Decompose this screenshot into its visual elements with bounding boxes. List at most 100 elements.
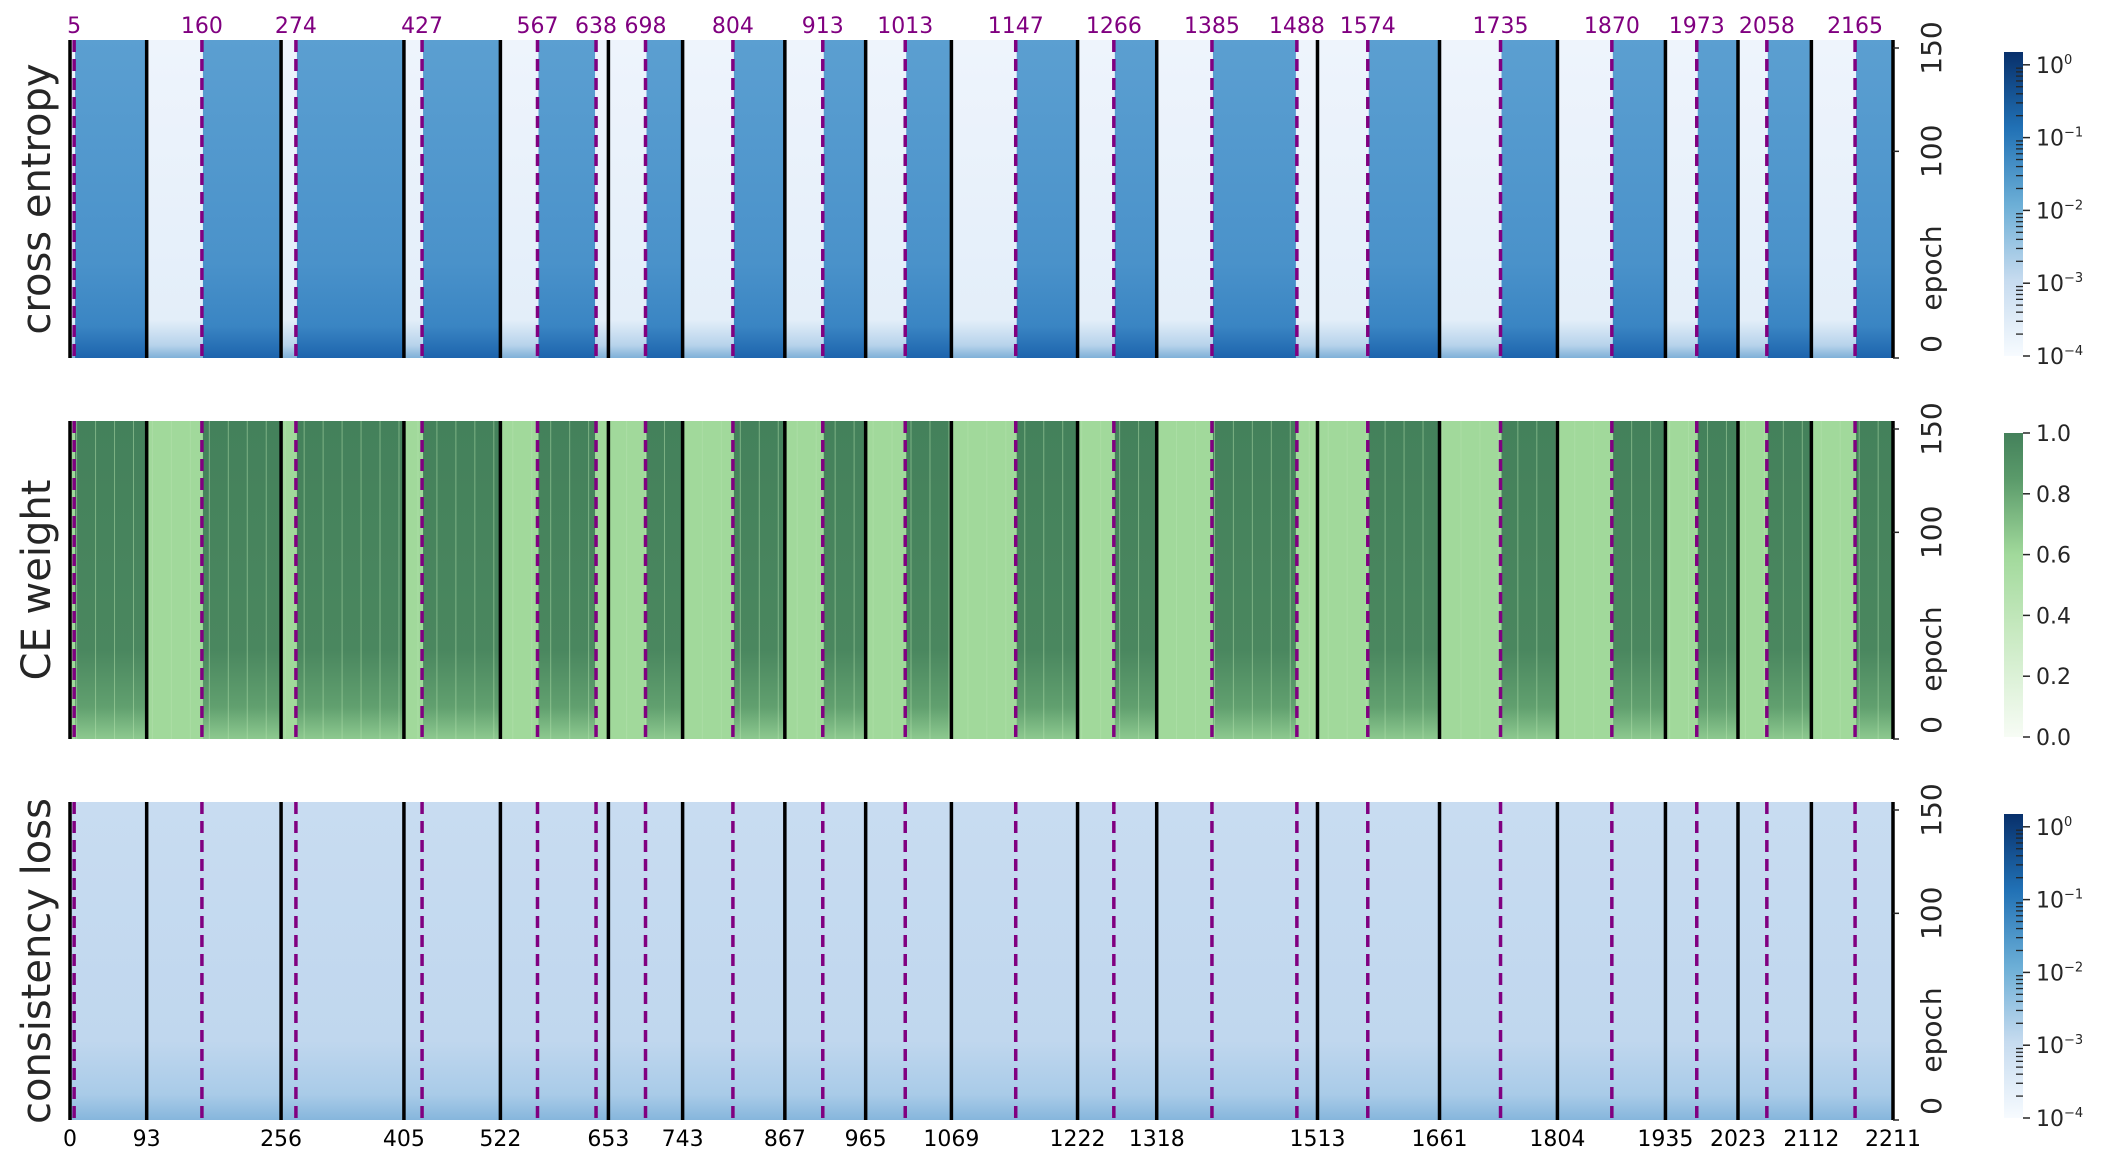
- top-index-label: 1735: [1473, 14, 1529, 39]
- colorbar: 1.0 0.8 0.6 0.4 0.2 0.0: [2004, 422, 2071, 751]
- y-tick-label: 0: [1915, 1097, 1948, 1115]
- x-tick-label: 1661: [1412, 1127, 1468, 1152]
- colorbar-tick-label: 10−3: [2036, 1033, 2083, 1059]
- y-tick-label: 100: [1915, 125, 1948, 178]
- top-index-label: 804: [712, 14, 754, 39]
- heatmap-band: [1114, 421, 1156, 739]
- y-axis-label: epoch: [1915, 225, 1948, 310]
- colorbar-scale: [2004, 814, 2023, 1118]
- x-tick-label: 256: [260, 1127, 302, 1152]
- colorbar-tick-label: 1.0: [2036, 422, 2071, 447]
- colorbar-tick-label: 0.6: [2036, 544, 2071, 569]
- x-tick-label: 1935: [1637, 1127, 1693, 1152]
- heatmap-band: [1501, 421, 1557, 739]
- panel-cross-entropy: cross entropy 0 100 150 epoch: [14, 21, 1948, 359]
- x-tick-label: 653: [587, 1127, 629, 1152]
- heatmap-band: [1856, 421, 1892, 739]
- x-tick-label: 0: [63, 1127, 77, 1152]
- colorbar: 100 10−1 10−2 10−3 10−4: [2004, 52, 2083, 370]
- top-index-label: 427: [401, 14, 443, 39]
- x-tick-label: 1222: [1050, 1127, 1106, 1152]
- heatmap-band: [1212, 40, 1296, 358]
- heatmap-band: [906, 421, 951, 739]
- y-tick-label: 100: [1915, 506, 1948, 559]
- heatmap-band: [296, 40, 403, 358]
- colorbar-tick-label: 10−2: [2036, 198, 2083, 224]
- colorbar: 100 10−1 10−2 10−3 10−4: [2004, 814, 2083, 1132]
- y-tick-label: 0: [1915, 335, 1948, 353]
- heatmap-band: [1501, 40, 1557, 358]
- top-index-label: 1488: [1269, 14, 1325, 39]
- colorbar-tick-label: 10−1: [2036, 126, 2083, 152]
- y-tick-label: 150: [1915, 21, 1948, 74]
- heatmap-band: [823, 421, 865, 739]
- colorbar-tick-label: 0.0: [2036, 726, 2071, 751]
- top-index-label: 5: [67, 14, 81, 39]
- x-tick-label: 1318: [1129, 1127, 1185, 1152]
- x-tick-label: 965: [845, 1127, 887, 1152]
- y-tick-label: 0: [1915, 716, 1948, 734]
- y-tick-label: 150: [1915, 402, 1948, 455]
- top-index-label: 698: [625, 14, 667, 39]
- x-tick-label: 1069: [923, 1127, 979, 1152]
- heatmap-band: [75, 40, 146, 358]
- heatmap-band: [296, 421, 403, 739]
- colorbar-tick-label: 10−4: [2036, 344, 2083, 370]
- heatmap-band: [538, 40, 596, 358]
- panel-ylabel: CE weight: [14, 480, 60, 681]
- top-index-label: 1973: [1669, 14, 1725, 39]
- top-index-label: 567: [516, 14, 558, 39]
- top-index-label: 160: [181, 14, 223, 39]
- y-tick-label: 150: [1915, 783, 1948, 836]
- colorbar-tick-label: 0.8: [2036, 483, 2071, 508]
- top-index-label: 638: [575, 14, 617, 39]
- colorbar-tick-label: 0.2: [2036, 665, 2071, 690]
- y-tick-label: 100: [1915, 887, 1948, 940]
- x-tick-label: 1804: [1529, 1127, 1585, 1152]
- heatmap-band: [1697, 421, 1737, 739]
- panel-consistency-loss: consistency loss 0 100 150 epoch: [14, 783, 1948, 1124]
- heatmap-band: [1368, 40, 1439, 358]
- panel-ylabel: consistency loss: [14, 798, 60, 1124]
- x-tick-label: 93: [133, 1127, 161, 1152]
- heatmap-band: [202, 40, 281, 358]
- panel-ce-weight: CE weight 0 100 150 epoch: [14, 402, 1948, 740]
- x-tick-label: 2211: [1865, 1127, 1921, 1152]
- heatmap-band: [1212, 421, 1296, 739]
- heatmap-band: [1016, 40, 1077, 358]
- x-tick-label: 2112: [1783, 1127, 1839, 1152]
- x-tick-label: 405: [383, 1127, 425, 1152]
- top-index-label: 274: [275, 14, 317, 39]
- colorbar-tick-label: 10−4: [2036, 1106, 2083, 1132]
- top-index-label: 1574: [1340, 14, 1396, 39]
- colorbar-tick-label: 0.4: [2036, 604, 2071, 629]
- heatmap-band: [733, 40, 784, 358]
- heatmap-band: [1856, 40, 1892, 358]
- heatmap-band: [646, 40, 682, 358]
- colorbar-tick-label: 10−1: [2036, 888, 2083, 914]
- heatmap-band: [1612, 421, 1665, 739]
- top-index-label: 1385: [1184, 14, 1240, 39]
- heatmap-band: [538, 421, 596, 739]
- colorbar-tick-label: 10−3: [2036, 271, 2083, 297]
- top-index-label: 1013: [877, 14, 933, 39]
- top-index-label: 1870: [1584, 14, 1640, 39]
- panel-ylabel: cross entropy: [14, 63, 60, 334]
- colorbar-tick-label: 100: [2036, 815, 2072, 841]
- colorbar-scale: [2004, 433, 2023, 737]
- y-axis-label: epoch: [1915, 987, 1948, 1072]
- x-tick-label: 867: [764, 1127, 806, 1152]
- heatmap-band: [423, 421, 500, 739]
- top-index-label: 2165: [1827, 14, 1883, 39]
- x-tick-label: 2023: [1710, 1127, 1766, 1152]
- top-index-label: 2058: [1739, 14, 1795, 39]
- y-axis-label: epoch: [1915, 606, 1948, 691]
- x-tick-label: 522: [479, 1127, 521, 1152]
- heatmap-band: [906, 40, 951, 358]
- colorbar-tick-label: 100: [2036, 53, 2072, 79]
- heatmap-band: [1612, 40, 1665, 358]
- heatmap-band: [1767, 421, 1811, 739]
- colorbar-tick-label: 10−2: [2036, 960, 2083, 986]
- heatmap-band: [1697, 40, 1737, 358]
